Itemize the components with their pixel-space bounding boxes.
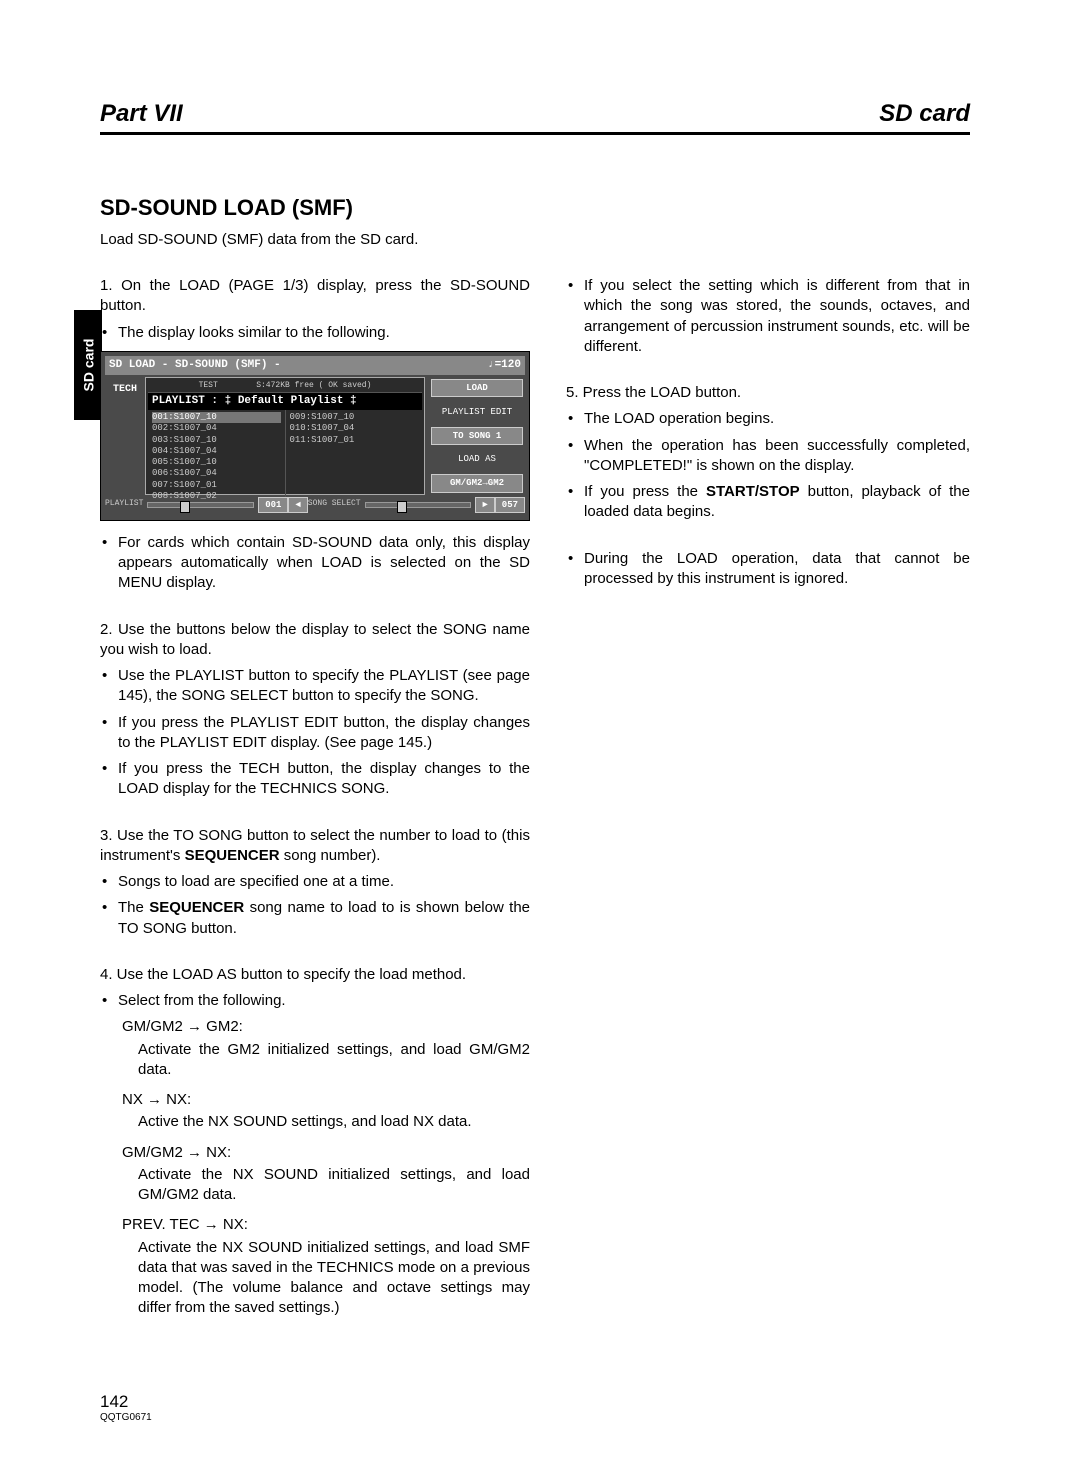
lcd-ft-num-r: 057 <box>495 497 525 513</box>
side-tab-label: SD card <box>80 339 96 392</box>
lcd-info-right: S:472KB free ( OK saved) <box>256 381 371 390</box>
right-column: If you select the setting which is diffe… <box>566 276 970 1323</box>
step-5-b1: The LOAD operation begins. <box>566 409 970 429</box>
lcd-title: SD LOAD - SD-SOUND (SMF) - <box>109 358 281 373</box>
lcd-screenshot: SD LOAD - SD-SOUND (SMF) - ♩=120 TECH TE… <box>100 351 530 521</box>
step-5d-bold: START/STOP <box>706 483 800 500</box>
lcd-pl-row: 010:S1007_04 <box>290 423 419 434</box>
right-note-2: During the LOAD operation, data that can… <box>566 549 970 590</box>
page-number: 142 <box>100 1392 152 1412</box>
lcd-mode-button: GM/GM2→GM2 <box>431 474 523 492</box>
lcd-tempo: ♩=120 <box>488 358 521 373</box>
opt1-head: GM/GM2 → GM2: <box>100 1017 530 1037</box>
side-tab: SD card <box>74 310 102 420</box>
step-1: 1. On the LOAD (PAGE 1/3) display, press… <box>100 276 530 317</box>
lcd-to-song-button: TO SONG 1 <box>431 427 523 445</box>
lcd-playlist-header: PLAYLIST : ‡ Default Playlist ‡ <box>148 393 422 410</box>
lcd-pl-row: 007:S1007_01 <box>152 480 281 491</box>
lcd-ft-left: PLAYLIST <box>105 499 143 510</box>
opt2-head: NX → NX: <box>100 1090 530 1110</box>
step-3-bold: SEQUENCER <box>185 847 280 864</box>
step-3c-bold: SEQUENCER <box>149 899 244 916</box>
opt2-text: Active the NX SOUND settings, and load N… <box>100 1112 530 1132</box>
lcd-info: TEST S:472KB free ( OK saved) <box>148 380 422 394</box>
opt1-text: Activate the GM2 initialized settings, a… <box>100 1040 530 1081</box>
header-right: SD card <box>879 100 970 128</box>
page: SD card Part VII SD card SD-SOUND LOAD (… <box>0 0 1080 1477</box>
lcd-pl-row: 002:S1007_04 <box>152 423 281 434</box>
lcd-edit-button: PLAYLIST EDIT <box>431 404 523 420</box>
step-2: 2. Use the buttons below the display to … <box>100 620 530 661</box>
step-3-b2: The SEQUENCER song name to load to is sh… <box>100 898 530 939</box>
lcd-body: TECH TEST S:472KB free ( OK saved) PLAYL… <box>105 377 525 495</box>
step-3-b1: Songs to load are specified one at a tim… <box>100 872 530 892</box>
left-column: 1. On the LOAD (PAGE 1/3) display, press… <box>100 276 530 1323</box>
step-1-note2: For cards which contain SD-SOUND data on… <box>100 533 530 594</box>
step-4: 4. Use the LOAD AS button to specify the… <box>100 965 530 985</box>
step-3c-pre: The <box>118 899 149 916</box>
lcd-pl-row: 009:S1007_10 <box>290 412 419 423</box>
page-footer: 142 QQTG0671 <box>100 1392 152 1423</box>
intro-text: Load SD-SOUND (SMF) data from the SD car… <box>100 231 970 248</box>
page-header: Part VII SD card <box>100 100 970 135</box>
lcd-ft-nav-r: ► <box>475 497 494 513</box>
lcd-titlebar: SD LOAD - SD-SOUND (SMF) - ♩=120 <box>105 356 525 375</box>
doc-code: QQTG0671 <box>100 1412 152 1423</box>
lcd-pl-col2: 009:S1007_10 010:S1007_04 011:S1007_01 <box>286 410 423 504</box>
lcd-info-center: TEST <box>199 381 218 390</box>
lcd-slider <box>147 502 254 508</box>
lcd-load-as-label: LOAD AS <box>431 451 523 467</box>
lcd-pl-row: 005:S1007_10 <box>152 457 281 468</box>
lcd-right-buttons: LOAD PLAYLIST EDIT TO SONG 1 LOAD AS GM/… <box>425 377 525 495</box>
opt4-text: Activate the NX SOUND initialized settin… <box>100 1238 530 1319</box>
lcd-playlist-cols: 001:S1007_10 002:S1007_04 003:S1007_10 0… <box>148 410 422 504</box>
step-2-b1: Use the PLAYLIST button to specify the P… <box>100 666 530 707</box>
lcd-tech-button: TECH <box>105 377 145 495</box>
step-5d-pre: If you press the <box>584 483 706 500</box>
step-1-note: The display looks similar to the followi… <box>100 323 530 343</box>
lcd-slider2 <box>365 502 472 508</box>
lcd-pl-row: 011:S1007_01 <box>290 435 419 446</box>
lcd-ft-mid: SONG SELECT <box>308 499 361 510</box>
step-5: 5. Press the LOAD button. <box>566 383 970 403</box>
step-3-post: song number). <box>280 847 381 864</box>
lcd-load-button: LOAD <box>431 379 523 397</box>
lcd-pl-row: 001:S1007_10 <box>152 412 281 423</box>
section-title: SD-SOUND LOAD (SMF) <box>100 195 970 221</box>
opt3-head: GM/GM2 → NX: <box>100 1143 530 1163</box>
lcd-pl-row: 003:S1007_10 <box>152 435 281 446</box>
lcd-main: TEST S:472KB free ( OK saved) PLAYLIST :… <box>145 377 425 495</box>
opt3-text: Activate the NX SOUND initialized settin… <box>100 1165 530 1206</box>
step-4-b1: Select from the following. <box>100 991 530 1011</box>
part-title: Part VII <box>100 100 183 128</box>
lcd-ft-nav-l: ◄ <box>288 497 307 513</box>
right-note-1: If you select the setting which is diffe… <box>566 276 970 357</box>
lcd-pl-col1: 001:S1007_10 002:S1007_04 003:S1007_10 0… <box>148 410 286 504</box>
lcd-ft-num-l: 001 <box>258 497 288 513</box>
step-2-b3: If you press the TECH button, the displa… <box>100 759 530 800</box>
step-5-b2: When the operation has been successfully… <box>566 436 970 477</box>
step-3: 3. Use the TO SONG button to select the … <box>100 826 530 867</box>
opt4-head: PREV. TEC → NX: <box>100 1215 530 1235</box>
columns: 1. On the LOAD (PAGE 1/3) display, press… <box>100 276 970 1323</box>
step-5-b3: If you press the START/STOP button, play… <box>566 482 970 523</box>
lcd-pl-row: 006:S1007_04 <box>152 468 281 479</box>
lcd-pl-row: 004:S1007_04 <box>152 446 281 457</box>
step-2-b2: If you press the PLAYLIST EDIT button, t… <box>100 713 530 754</box>
